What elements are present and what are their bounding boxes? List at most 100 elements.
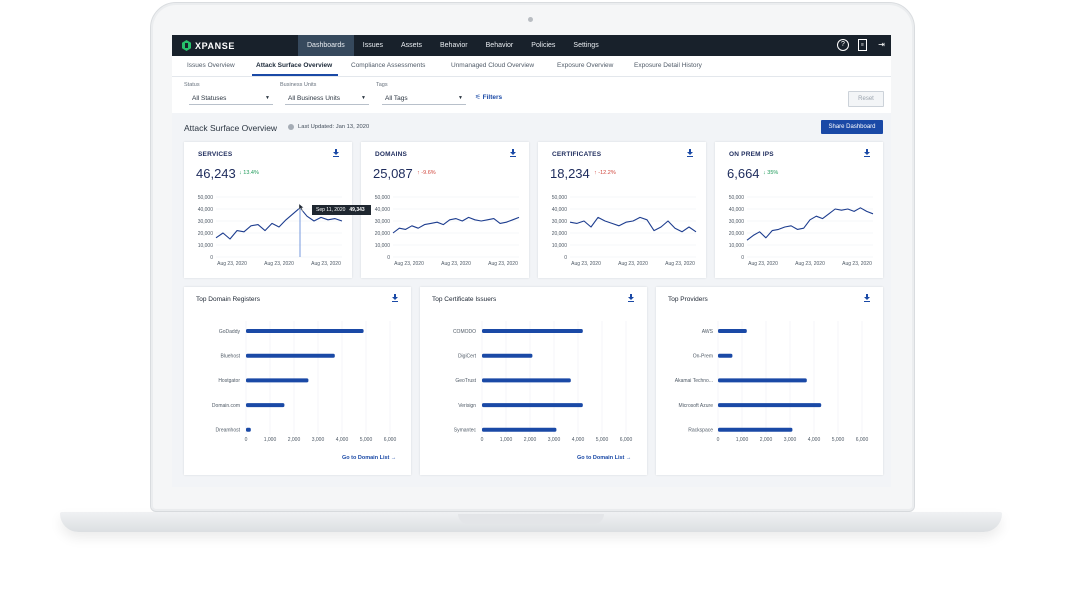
card-title: Top Certificate Issuers (432, 296, 497, 303)
delta-value: 13.4% (243, 170, 259, 176)
certificates-card: CERTIFICATES 18,234 ↑ -12.2% 50,000 40,00… (538, 142, 706, 278)
x-tick-label: Aug 23, 2020 (571, 261, 601, 267)
bar (246, 353, 335, 358)
category-label: Dreamhost (216, 428, 241, 434)
x-tick-label: Aug 23, 2020 (842, 261, 872, 267)
top-domain-registers-card: Top Domain Registers 0 1,000 2,000 3,000 4,0… (184, 287, 411, 475)
y-tick-label: 50,000 (375, 195, 391, 201)
document-icon[interactable]: ≡ (857, 39, 868, 51)
arrow-up-icon: ↑ (417, 170, 422, 176)
y-tick-label: 40,000 (375, 207, 391, 213)
menu-behavior[interactable]: Behavior (440, 42, 468, 49)
reset-button[interactable]: Reset (848, 91, 884, 107)
help-icon[interactable]: ? (837, 39, 849, 51)
info-icon (288, 124, 294, 130)
tab-exposure-overview[interactable]: Exposure Overview (557, 62, 614, 69)
go-to-domain-list-link[interactable]: Go to Domain List → (342, 455, 397, 461)
bar (718, 403, 822, 408)
chart-tooltip: Sep 11, 2020 49,343 (312, 205, 371, 215)
tab-compliance-assessments[interactable]: Compliance Assessments (351, 62, 426, 69)
x-tick-label: Aug 23, 2020 (618, 261, 648, 267)
total-value: 46,243 (196, 166, 236, 181)
category-label: Hostgator (218, 378, 240, 384)
certificate-issuers-bar-chart[interactable]: 0 1,000 2,000 3,000 4,000 5,000 6,000 COMODO Dig… (420, 287, 647, 475)
menu-issues[interactable]: Issues (362, 42, 383, 49)
category-label: DigiCert (458, 354, 477, 360)
menu-settings[interactable]: Settings (573, 42, 599, 49)
x-tick-label: 0 (717, 437, 720, 443)
brand-name: XPANSE (195, 40, 235, 51)
brand-logo[interactable]: XPANSE (182, 39, 235, 52)
category-label: Verisign (458, 403, 476, 409)
category-label: Bluehost (221, 354, 241, 360)
domain-registers-bar-chart[interactable]: 0 1,000 2,000 3,000 4,000 5,000 6,000 GoDaddy Bl… (184, 287, 411, 475)
x-tick-label: Aug 23, 2020 (217, 261, 247, 267)
tags-select[interactable]: All Tags ▼ (382, 92, 466, 105)
bar (246, 427, 251, 432)
tab-attack-surface-overview[interactable]: Attack Surface Overview (256, 62, 333, 69)
chevron-down-icon: ▼ (361, 95, 366, 101)
menu-policies[interactable]: Policies (531, 42, 556, 49)
chevron-down-icon: ▼ (458, 95, 463, 101)
business-units-select[interactable]: All Business Units ▼ (285, 92, 369, 105)
card-title: ON PREM IPS (729, 151, 774, 158)
bar (718, 378, 807, 383)
x-tick-label: 1,000 (736, 437, 749, 443)
download-icon-base (510, 156, 516, 157)
status-select[interactable]: All Statuses ▼ (189, 92, 273, 105)
category-label: GeoTrust (455, 378, 476, 384)
download-icon[interactable] (392, 294, 398, 302)
dashboard-subtabs: Issues Overview Attack Surface Overview … (172, 56, 891, 77)
tab-unmanaged-cloud-overview[interactable]: Unmanaged Cloud Overview (451, 62, 535, 69)
x-tick-label: Aug 23, 2020 (488, 261, 518, 267)
laptop-base-notch (458, 514, 604, 524)
certificates-line-chart[interactable]: 50,000 40,000 30,000 20,000 10,000 0 Aug 23, 2… (538, 142, 706, 278)
series-line (569, 216, 697, 233)
x-tick-label: Aug 23, 2020 (748, 261, 778, 267)
card-title: Top Providers (668, 296, 708, 303)
logout-icon[interactable]: ⇥ (878, 40, 885, 49)
services-line-chart[interactable]: 50,000 40,000 30,000 20,000 10,000 0 Aug 23, 2… (184, 142, 352, 278)
x-tick-label: Aug 23, 2020 (264, 261, 294, 267)
download-icon[interactable] (687, 149, 693, 157)
menu-dashboards[interactable]: Dashboards (298, 35, 354, 56)
x-tick-label: 4,000 (336, 437, 349, 443)
download-icon[interactable] (510, 149, 516, 157)
y-tick-label: 20,000 (375, 231, 391, 237)
x-tick-label: 3,000 (312, 437, 325, 443)
bar (718, 427, 793, 432)
download-icon[interactable] (864, 149, 870, 157)
x-tick-label: 2,000 (524, 437, 537, 443)
go-to-domain-list-link[interactable]: Go to Domain List → (577, 455, 632, 461)
tab-exposure-detail-history[interactable]: Exposure Detail History (634, 62, 702, 69)
download-icon[interactable] (864, 294, 870, 302)
filters-link[interactable]: ⚟ Filters (475, 93, 502, 101)
business-units-label: Business Units (280, 82, 317, 88)
x-tick-label: 1,000 (264, 437, 277, 443)
category-label: Domain.com (212, 403, 240, 409)
bar (482, 403, 583, 408)
domains-card: DOMAINS 25,087 ↑ -9.6% 50,000 40,000 30,00… (361, 142, 529, 278)
x-tick-label: Aug 23, 2020 (665, 261, 695, 267)
top-certificate-issuers-card: Top Certificate Issuers 0 1,000 2,000 3,000… (420, 287, 647, 475)
download-icon-base (687, 156, 693, 157)
menu-assets[interactable]: Assets (400, 42, 422, 49)
top-navigation-bar: XPANSE Dashboards Issues Assets Behavior… (172, 35, 891, 56)
camera-dot (528, 17, 533, 22)
x-tick-label: 6,000 (620, 437, 633, 443)
domains-line-chart[interactable]: 50,000 40,000 30,000 20,000 10,000 0 Aug 23, 2… (361, 142, 529, 278)
share-dashboard-button[interactable]: Share Dashboard (821, 120, 883, 134)
download-icon[interactable] (628, 294, 634, 302)
delta-badge: ↑ -12.2% (594, 170, 616, 176)
bar (246, 403, 285, 408)
card-title: CERTIFICATES (552, 151, 602, 158)
download-icon[interactable] (333, 149, 339, 157)
category-label: Akamai Techno... (675, 378, 713, 384)
y-tick-label: 10,000 (729, 243, 745, 249)
delta-badge: ↑ -9.6% (417, 170, 436, 176)
on-prem-ips-card: ON PREM IPS 6,664 ↓ 35% 50,000 40,000 30,0… (715, 142, 883, 278)
tab-issues-overview[interactable]: Issues Overview (187, 62, 235, 69)
menu-behavior-2[interactable]: Behavior (485, 42, 514, 49)
on-prem-ips-line-chart[interactable]: 50,000 40,000 30,000 20,000 10,000 0 Aug 23, 2… (715, 142, 883, 278)
providers-bar-chart[interactable]: 0 1,000 2,000 3,000 4,000 5,000 6,000 AWS On-Pre… (656, 287, 883, 475)
